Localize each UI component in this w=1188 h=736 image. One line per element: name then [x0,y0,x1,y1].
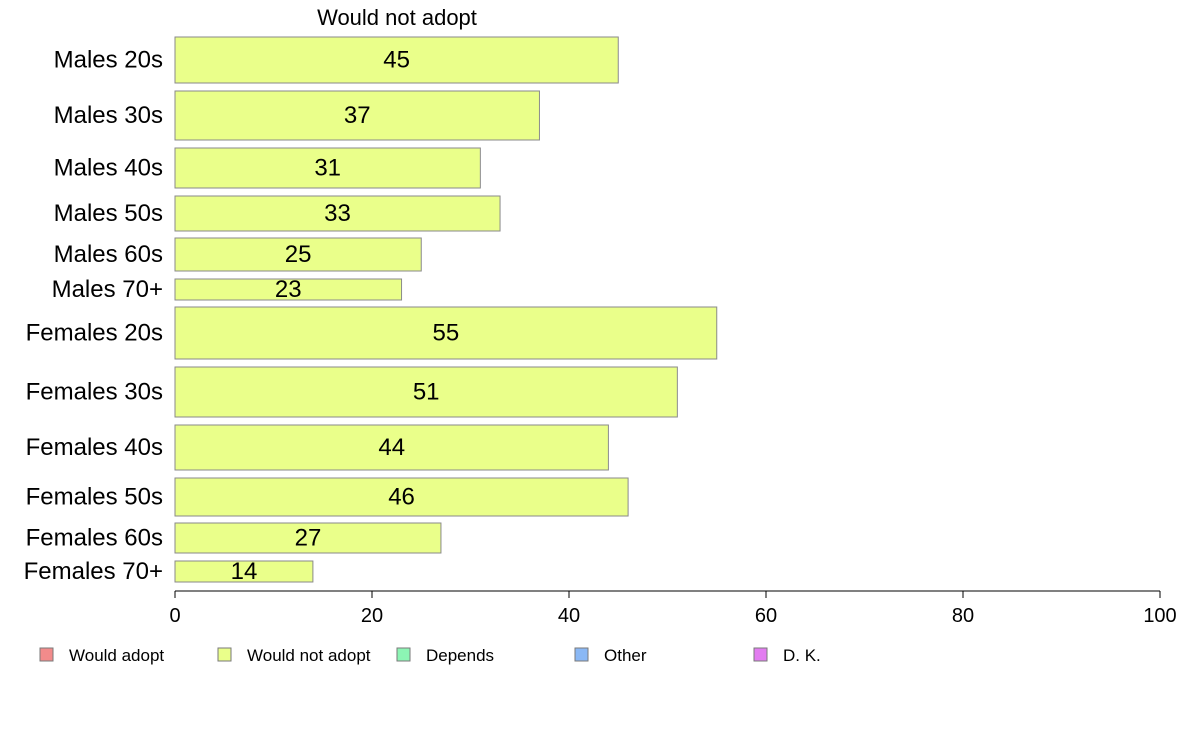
legend-swatch [574,647,589,662]
legend-swatch [753,647,768,662]
x-axis: 0 20 40 60 80 100 [169,590,1177,627]
category-label: Females 70+ [24,558,163,585]
category-label: Males 60s [54,241,163,268]
bar [174,424,609,471]
category-label: Males 30s [54,102,163,129]
legend-swatch [39,647,54,662]
data-label: 31 [314,155,341,182]
bar [174,195,501,232]
legend-label: Would adopt [69,646,164,665]
category-label: Males 40s [54,155,163,182]
bar [174,477,629,517]
legend-label: Other [604,646,647,665]
data-label: 33 [324,200,351,227]
bar-group: Males 20s 45 [54,36,619,84]
bar-group: Males 70+ 23 [52,276,403,303]
x-tick-label: 80 [952,605,974,627]
bar-group: Females 30s 51 [26,366,678,418]
bar [174,147,481,189]
bar-group: Males 40s 31 [54,147,481,189]
data-label: 44 [378,434,405,461]
bars-layer: Males 20s 45 Males 30s 37 Males 40s 31 Males 5… [24,36,718,585]
data-label: 23 [275,276,302,303]
bar [174,278,403,301]
bar-group: Males 30s 37 [54,90,540,141]
bar [174,366,678,418]
bar [174,522,442,554]
category-label: Females 40s [26,434,163,461]
category-label: Males 70+ [52,276,163,303]
bar-group: Females 60s 27 [26,522,442,554]
legend-label: Would not adopt [247,646,371,665]
bar-group: Males 50s 33 [54,195,501,232]
legend-item: Other [574,646,647,665]
data-label: 55 [433,320,460,347]
legend-item: D. K. [753,646,821,665]
category-label: Females 50s [26,484,163,511]
chart-title: Would not adopt [317,5,477,30]
x-tick-label: 40 [558,605,580,627]
legend-item: Depends [396,646,494,665]
data-label: 51 [413,379,440,406]
bar [174,560,314,583]
data-label: 25 [285,241,312,268]
legend: Would adopt Would not adopt Depends Other D.… [39,646,821,665]
data-label: 45 [383,47,410,74]
x-tick-label: 20 [361,605,383,627]
bar-group: Females 40s 44 [26,424,609,471]
bar [174,36,619,84]
bar-group: Males 60s 25 [54,237,422,272]
legend-item: Would adopt [39,646,164,665]
data-label: 27 [295,525,322,552]
category-label: Males 20s [54,47,163,74]
legend-item: Would not adopt [217,646,371,665]
data-label: 46 [388,484,415,511]
data-label: 37 [344,102,371,129]
bar [174,90,540,141]
legend-swatch [217,647,232,662]
bar [174,237,422,272]
bar-group: Females 50s 46 [26,477,629,517]
x-tick-label: 100 [1143,605,1176,627]
x-tick-label: 60 [755,605,777,627]
legend-label: Depends [426,646,494,665]
x-tick-label: 0 [169,605,180,627]
category-label: Females 30s [26,379,163,406]
legend-swatch [396,647,411,662]
category-label: Males 50s [54,200,163,227]
bar-group: Females 70+ 14 [24,558,314,585]
bar-group: Females 20s 55 [26,306,718,360]
category-label: Females 20s [26,320,163,347]
legend-label: D. K. [783,646,821,665]
bar [174,306,718,360]
category-label: Females 60s [26,525,163,552]
data-label: 14 [231,558,258,585]
